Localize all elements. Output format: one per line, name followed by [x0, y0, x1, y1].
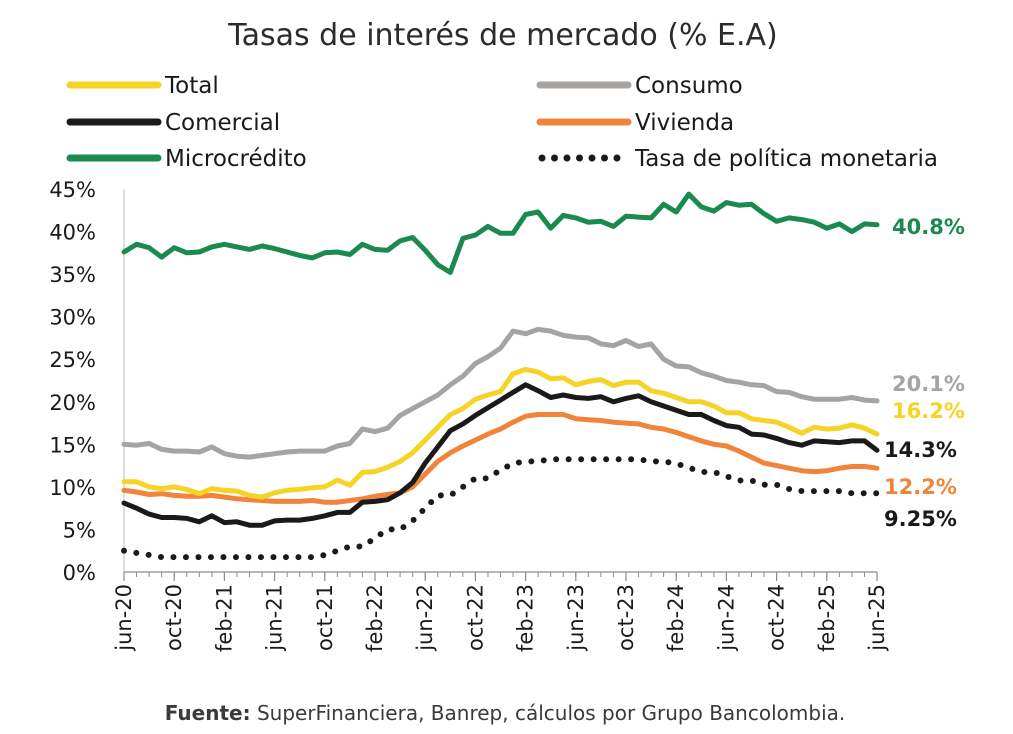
x-tick-label: feb-21 [212, 584, 236, 652]
legend-item-tasa-de-politica-monetaria: Tasa de política monetaria [538, 146, 938, 172]
legend-item-microcredito: Microcrédito [66, 146, 307, 172]
end-labels: 16.2% 20.1% 14.3% 12.2% 40.8% 9.25% [884, 215, 965, 531]
x-tick-label: feb-24 [664, 584, 688, 652]
x-tick-label: jun-25 [865, 584, 889, 652]
x-tick-label: feb-25 [815, 584, 839, 652]
y-tick-label: 15% [49, 433, 96, 457]
legend-label-vivienda: Vivienda [635, 110, 734, 136]
end-label-total: 16.2% [892, 399, 965, 423]
end-label-vivienda: 12.2% [884, 475, 957, 499]
y-tick-label: 45% [49, 178, 96, 202]
source-text: SuperFinanciera, Banrep, cálculos por Gr… [251, 701, 846, 725]
series-line-vivienda [121, 412, 880, 505]
y-tick-label: 5% [63, 518, 96, 542]
source-prefix: Fuente: [165, 701, 251, 725]
x-tick-label: jun-20 [112, 584, 136, 652]
series-line-microcredito [121, 191, 880, 275]
legend-label-consumo: Consumo [635, 73, 743, 99]
x-tick-label: oct-22 [463, 584, 487, 651]
end-label-tasa-de-politica-monetaria: 9.25% [884, 507, 957, 531]
y-tick-label: 30% [49, 306, 96, 330]
legend-label-microcredito: Microcrédito [165, 146, 307, 172]
x-axis: jun-20 oct-20 feb-21 jun-21 oct-21 feb-22 jun-… [112, 571, 889, 652]
legend-item-vivienda: Vivienda [536, 110, 734, 136]
legend-item-comercial: Comercial [66, 110, 280, 136]
end-label-comercial: 14.3% [884, 438, 957, 462]
legend-item-consumo: Consumo [536, 73, 743, 99]
x-tick-label: oct-20 [162, 584, 186, 651]
x-tick-label: oct-21 [313, 584, 337, 651]
series-line-total [121, 366, 880, 500]
chart-title: Tasas de interés de mercado (% E.A) [227, 18, 778, 53]
x-tick-label: jun-24 [714, 584, 738, 652]
x-tick-label: jun-23 [564, 584, 588, 652]
source-note: Fuente: SuperFinanciera, Banrep, cálculo… [165, 701, 845, 725]
y-tick-label: 0% [63, 561, 96, 585]
x-tick-label: feb-23 [514, 584, 538, 652]
legend-item-total: Total [66, 73, 219, 99]
end-label-consumo: 20.1% [892, 372, 965, 396]
series-line-consumo [121, 326, 880, 460]
legend-label-comercial: Comercial [165, 110, 280, 136]
y-tick-label: 35% [49, 263, 96, 287]
y-axis: 0% 5% 10% 15% 20% 25% 30% 35% 40% 45% [49, 178, 125, 585]
series-layer [121, 191, 880, 561]
legend-label-total: Total [164, 73, 219, 99]
x-tick-label: oct-23 [614, 584, 638, 651]
series-line-tasa-de-politica-monetaria [121, 456, 880, 561]
legend-label-tasa-de-politica-monetaria: Tasa de política monetaria [634, 146, 938, 172]
x-tick-label: oct-24 [765, 584, 789, 651]
x-tick-label: jun-22 [413, 584, 437, 652]
end-label-microcredito: 40.8% [892, 215, 965, 239]
series-line-comercial [121, 382, 880, 528]
legend: Total Consumo Comercial Vivienda Microcrédit… [66, 73, 938, 172]
y-tick-label: 10% [49, 476, 96, 500]
y-tick-label: 25% [49, 348, 96, 372]
y-tick-label: 40% [49, 221, 96, 245]
x-tick-label: feb-22 [363, 584, 387, 652]
y-tick-label: 20% [49, 391, 96, 415]
x-tick-label: jun-21 [263, 584, 287, 652]
